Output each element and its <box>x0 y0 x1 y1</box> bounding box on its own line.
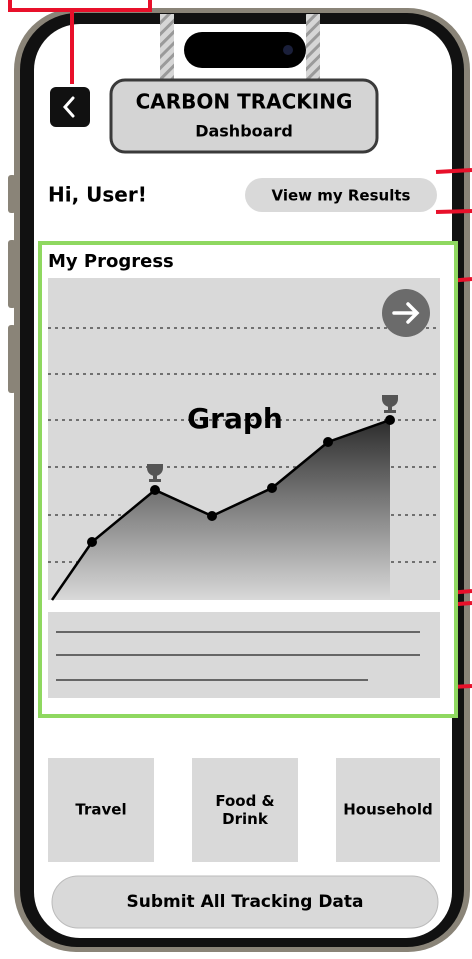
category-label: Travel <box>75 801 126 819</box>
category-label-wrap: Food & Drink <box>215 792 275 828</box>
results-button-label: View my Results <box>272 187 411 205</box>
graph-label: Graph <box>187 402 283 435</box>
trophy-icons <box>147 395 398 482</box>
header-box <box>109 78 379 154</box>
category-tile[interactable] <box>48 758 154 862</box>
header-subtitle: Dashboard <box>195 122 293 141</box>
graph-next-button[interactable] <box>382 289 430 337</box>
summary-lines <box>56 631 420 681</box>
annotation-box <box>8 0 152 12</box>
strap <box>160 14 174 84</box>
graph-area-fill <box>52 420 390 600</box>
strap <box>306 14 320 84</box>
camera <box>283 45 293 55</box>
side-button <box>8 175 16 213</box>
side-button <box>8 325 16 393</box>
progress-title: My Progress <box>48 251 174 272</box>
submit-button[interactable] <box>51 875 439 929</box>
side-button <box>8 240 16 308</box>
graph-points <box>87 415 395 547</box>
header-title: CARBON TRACKING <box>136 90 353 114</box>
results-button[interactable] <box>245 178 437 212</box>
greeting: Hi, User! <box>48 183 147 207</box>
category-label: Food & Drink <box>215 792 275 828</box>
submit-button-label: Submit All Tracking Data <box>127 892 364 912</box>
dynamic-island <box>184 32 306 68</box>
category-tile[interactable] <box>336 758 440 862</box>
category-tile[interactable] <box>192 758 298 862</box>
back-button[interactable] <box>50 87 90 127</box>
category-label: Household <box>343 801 433 819</box>
